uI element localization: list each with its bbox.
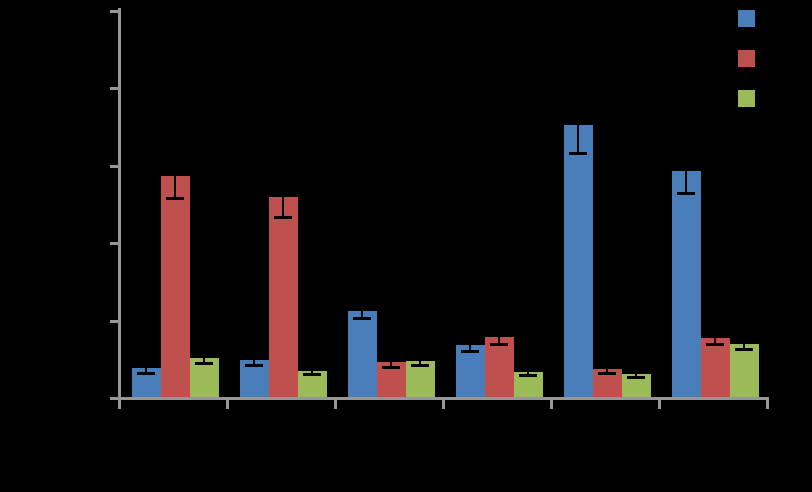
y-tick-4 [110, 87, 118, 91]
error-bar-stem [253, 359, 255, 365]
error-bar-stem [282, 197, 284, 218]
bar-g3-s1[interactable] [347, 311, 377, 397]
bar-group-2 [229, 10, 337, 397]
error-bar-stem [203, 358, 205, 363]
error-bar-cap-lower [245, 363, 263, 367]
error-bar-cap-lower [382, 365, 400, 369]
bar-g6-s2[interactable] [700, 338, 730, 397]
legend-swatch-3 [738, 90, 755, 107]
error-bar-stem [743, 344, 745, 350]
error-bar-stem [527, 372, 529, 376]
bar-g4-s2[interactable] [484, 337, 514, 397]
y-tick-5 [110, 10, 118, 13]
error-bar-cap-lower [461, 349, 479, 353]
error-bar-stem [174, 176, 176, 199]
error-bar-cap-lower [166, 197, 184, 201]
error-bar-cap-lower [303, 372, 321, 376]
bar-g4-s1[interactable] [455, 345, 485, 397]
error-bar-cap-lower [627, 375, 645, 379]
bar-group-5 [553, 10, 661, 397]
error-bar-cap-lower [706, 342, 724, 346]
error-bar-cap-lower [274, 216, 292, 220]
y-tick-3 [110, 164, 118, 168]
x-tick-2 [334, 400, 337, 409]
error-bar-stem [390, 362, 392, 367]
x-tick-0 [118, 400, 121, 409]
error-bar-stem [311, 370, 313, 374]
y-tick-2 [110, 242, 118, 246]
bar-g5-s3[interactable] [621, 373, 651, 397]
error-bar-stem [145, 368, 147, 374]
legend-item-2[interactable] [738, 50, 808, 90]
x-tick-5 [658, 400, 661, 409]
x-tick-3 [442, 400, 445, 409]
error-bar-stem [361, 311, 363, 319]
plot-area [121, 10, 769, 397]
x-axis-line [118, 397, 769, 400]
x-tick-1 [226, 400, 229, 409]
error-bar-stem [419, 361, 421, 366]
error-bar-cap-lower [598, 372, 616, 375]
error-bar-stem [606, 369, 608, 373]
bar-group-1 [121, 10, 229, 397]
error-bar-cap-lower [735, 348, 753, 352]
error-bar-cap-lower [353, 317, 371, 321]
bar-g6-s3[interactable] [729, 344, 759, 397]
error-bar-cap-lower [195, 361, 213, 365]
error-bar-cap-lower [519, 374, 537, 378]
bar-group-6 [661, 10, 769, 397]
legend-swatch-2 [738, 50, 755, 67]
bar-g2-s2[interactable] [268, 197, 298, 397]
x-tick-4 [550, 400, 553, 409]
bar-g1-s2[interactable] [160, 176, 190, 397]
error-bar-cap-lower [411, 364, 429, 368]
bar-g3-s3[interactable] [405, 361, 435, 397]
error-bar-stem [469, 345, 471, 351]
legend-item-3[interactable] [738, 90, 808, 130]
y-axis-line [118, 8, 121, 400]
bar-group-3 [337, 10, 445, 397]
error-bar-stem [498, 337, 500, 344]
chart-legend [738, 10, 808, 130]
error-bar-cap-lower [137, 372, 155, 376]
legend-swatch-1 [738, 10, 755, 27]
error-bar-stem [714, 338, 716, 344]
x-tick-6 [766, 400, 769, 409]
y-tick-0 [110, 397, 118, 400]
bar-g5-s1[interactable] [563, 125, 593, 397]
error-bar-cap-lower [569, 152, 587, 156]
y-tick-1 [110, 319, 118, 323]
error-bar-stem [685, 171, 687, 193]
error-bar-cap-lower [677, 191, 695, 195]
error-bar-stem [635, 373, 637, 377]
error-bar-cap-lower [490, 342, 508, 346]
bar-g6-s1[interactable] [671, 171, 701, 397]
bar-group-4 [445, 10, 553, 397]
legend-item-1[interactable] [738, 10, 808, 50]
error-bar-stem [577, 125, 579, 154]
